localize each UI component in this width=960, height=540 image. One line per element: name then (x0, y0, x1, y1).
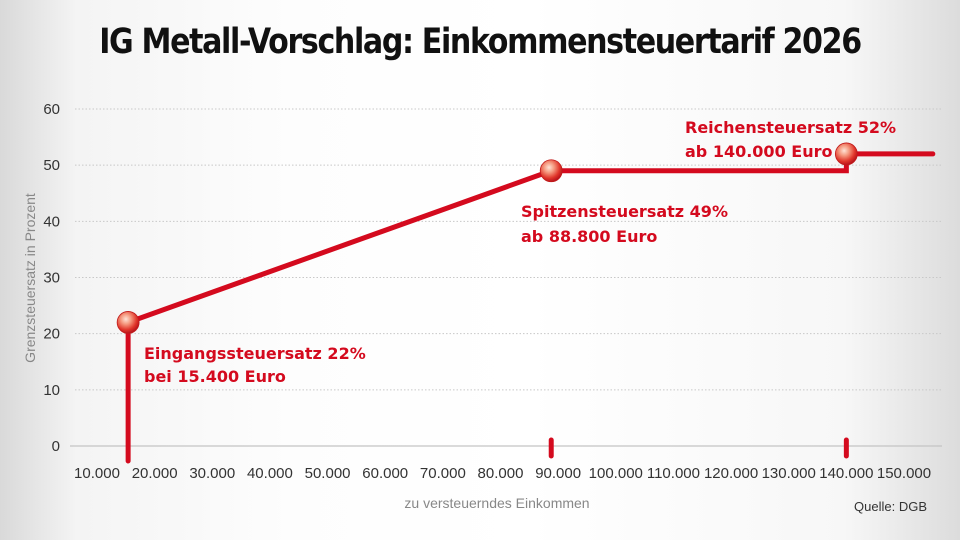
y-tick-label: 30 (43, 270, 60, 287)
x-tick-label: 50.000 (305, 465, 351, 482)
x-axis: 10.000 20.000 30.000 40.000 50.000 60.000 70.0… (74, 465, 931, 482)
chart-title: IG Metall-Vorschlag: Einkommensteuertari… (99, 22, 862, 62)
series-line (125, 151, 936, 464)
x-tick-label: 90.000 (535, 465, 581, 482)
source-note: Quelle: DGB (854, 499, 927, 514)
x-tick-label: 10.000 (74, 465, 120, 482)
x-tick-label: 150.000 (877, 465, 931, 482)
x-tick-label: 30.000 (189, 465, 235, 482)
x-tick-label: 110.000 (647, 465, 700, 482)
x-tick-label: 80.000 (478, 465, 524, 482)
x-tick-label: 60.000 (362, 465, 408, 482)
x-axis-label: zu versteuerndes Einkommen (404, 495, 589, 511)
annotation-rich-rate-line1: Reichensteuersatz 52% (685, 118, 896, 137)
y-tick-label: 20 (43, 326, 60, 343)
markers-group (116, 142, 858, 334)
data-point-marker (539, 159, 563, 183)
x-tick-label: 130.000 (762, 465, 816, 482)
y-tick-label: 60 (43, 101, 60, 118)
gridlines (70, 108, 942, 447)
y-axis: 0 10 20 30 40 50 60 (43, 101, 60, 455)
x-tick-label: 120.000 (704, 465, 758, 482)
y-tick-label: 10 (43, 382, 60, 399)
y-tick-label: 50 (43, 157, 60, 174)
annotation-rich-rate-line2: ab 140.000 Euro (685, 142, 832, 161)
x-tick-label: 40.000 (247, 465, 293, 482)
x-tick-label: 100.000 (589, 465, 643, 482)
x-tick-label: 70.000 (420, 465, 466, 482)
y-axis-label: Grenzsteuersatz in Prozent (22, 193, 38, 363)
annotation-top-rate-line2: ab 88.800 Euro (521, 227, 657, 246)
annotation-top-rate-line1: Spitzensteuersatz 49% (521, 202, 728, 221)
x-tick-label: 140.000 (819, 465, 873, 482)
data-point-marker (116, 311, 140, 334)
y-tick-label: 0 (52, 438, 60, 455)
x-tick-label: 20.000 (132, 465, 178, 482)
series-group (125, 151, 936, 464)
annotation-entry-rate-line2: bei 15.400 Euro (144, 367, 286, 386)
annotation-entry-rate-line1: Eingangssteuersatz 22% (144, 344, 366, 363)
y-tick-label: 40 (43, 213, 60, 230)
data-point-marker (834, 142, 858, 166)
